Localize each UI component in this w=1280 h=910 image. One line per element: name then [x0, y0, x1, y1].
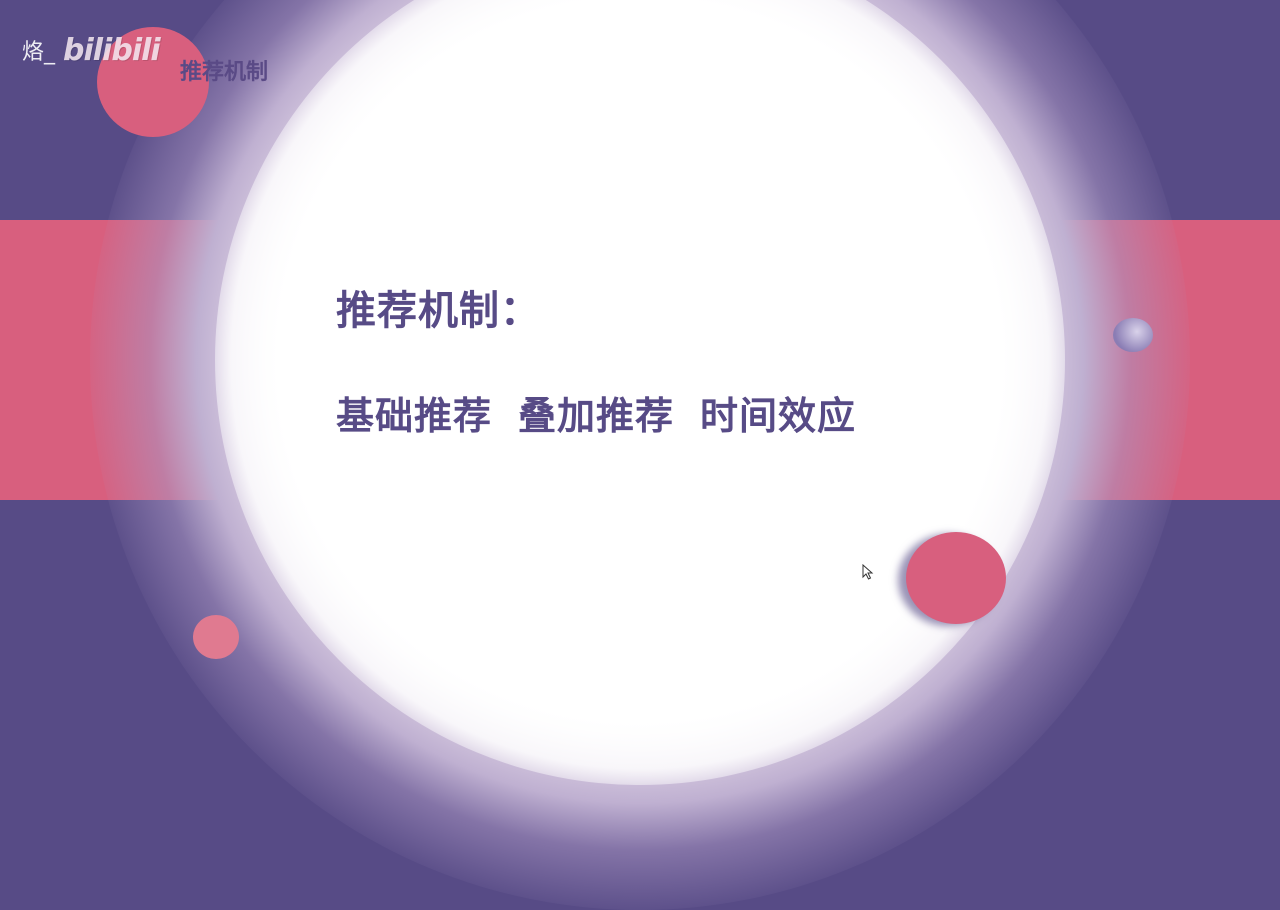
corner-title: 推荐机制 [180, 60, 269, 85]
bilibili-watermark: 烙_ bilibili [22, 30, 161, 70]
mechanism-item: 基础推荐 [336, 394, 493, 438]
decorative-circle-top-left [97, 27, 209, 137]
decorative-circle-bottom-left [193, 615, 239, 659]
white-center-disc [215, 0, 1065, 785]
mechanism-list: 基础推荐 叠加推荐 时间效应 [336, 388, 856, 444]
slide-content: 推荐机制： 基础推荐 叠加推荐 时间效应 [336, 282, 856, 444]
mechanism-item: 时间效应 [700, 394, 857, 438]
watermark-username: 烙_ [22, 40, 56, 65]
slide-heading: 推荐机制： [336, 288, 541, 334]
decorative-circle-bottom-right [906, 532, 1006, 624]
mechanism-item: 叠加推荐 [518, 394, 675, 438]
mouse-cursor-icon [862, 564, 874, 580]
decorative-circle-right [1113, 318, 1153, 352]
bilibili-logo: bilibili [63, 32, 161, 68]
